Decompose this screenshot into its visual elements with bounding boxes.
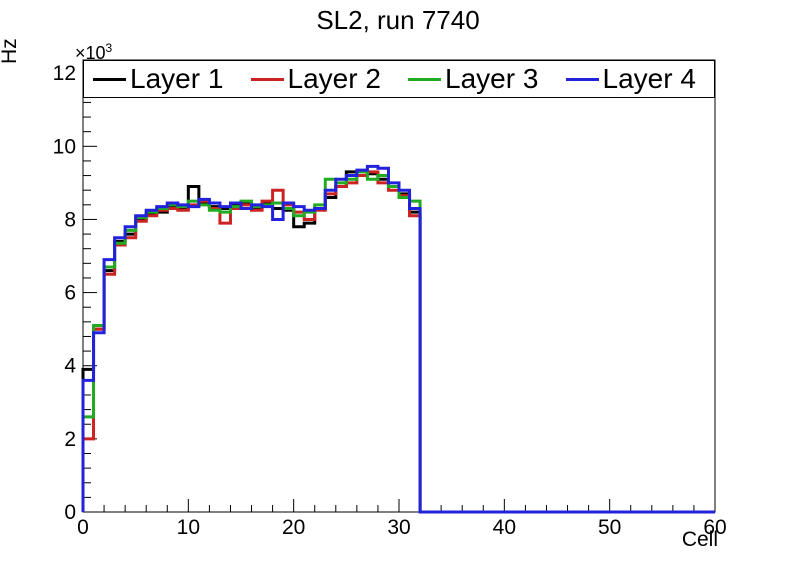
layer-4-histogram (81, 164, 715, 514)
x-tick-label: 40 (493, 516, 516, 539)
legend-line-layer-2 (250, 77, 284, 81)
y-tick-label: 2 (64, 428, 76, 451)
legend-entry-layer-2: Layer 2 (242, 61, 400, 97)
x-tick-label: 20 (282, 516, 305, 539)
legend-entry-layer-4: Layer 4 (557, 61, 715, 97)
x-tick-label: 50 (598, 516, 621, 539)
y-tick-label: 6 (64, 282, 76, 305)
y-tick-label: 0 (64, 501, 76, 524)
layer-3-histogram (81, 170, 715, 514)
chart-title: SL2, run 7740 (316, 5, 480, 35)
y-tick-label: 8 (64, 208, 76, 231)
y-axis-power-label: ×103 (75, 41, 112, 64)
y-tick-label: 10 (53, 135, 76, 158)
legend-line-layer-1 (93, 77, 126, 81)
legend-line-layer-3 (408, 77, 441, 81)
legend: Layer 1 Layer 2 Layer 3 Layer 4 (83, 60, 715, 98)
legend-label-layer-1: Layer 1 (130, 63, 224, 94)
legend-label-layer-3: Layer 3 (445, 63, 539, 94)
x-tick-label: 60 (703, 516, 726, 539)
legend-label-layer-2: Layer 2 (287, 63, 381, 94)
y-tick-label: 12 (53, 62, 76, 85)
x-tick-label: 30 (387, 516, 410, 539)
power-base: ×10 (75, 43, 106, 63)
legend-entry-layer-3: Layer 3 (399, 61, 557, 97)
plot-frame (82, 59, 716, 513)
y-axis-title: Hz (0, 38, 21, 64)
x-tick-label: 10 (177, 516, 200, 539)
y-tick-label: 4 (64, 355, 76, 378)
power-exponent: 3 (105, 41, 113, 55)
x-tick-label: 0 (77, 516, 89, 539)
layer-2-histogram (81, 170, 715, 514)
legend-line-layer-4 (565, 77, 599, 81)
x-axis-title: Cell (681, 528, 718, 551)
legend-entry-layer-1: Layer 1 (84, 61, 242, 97)
legend-label-layer-4: Layer 4 (602, 63, 696, 94)
layer-1-histogram (81, 170, 715, 514)
